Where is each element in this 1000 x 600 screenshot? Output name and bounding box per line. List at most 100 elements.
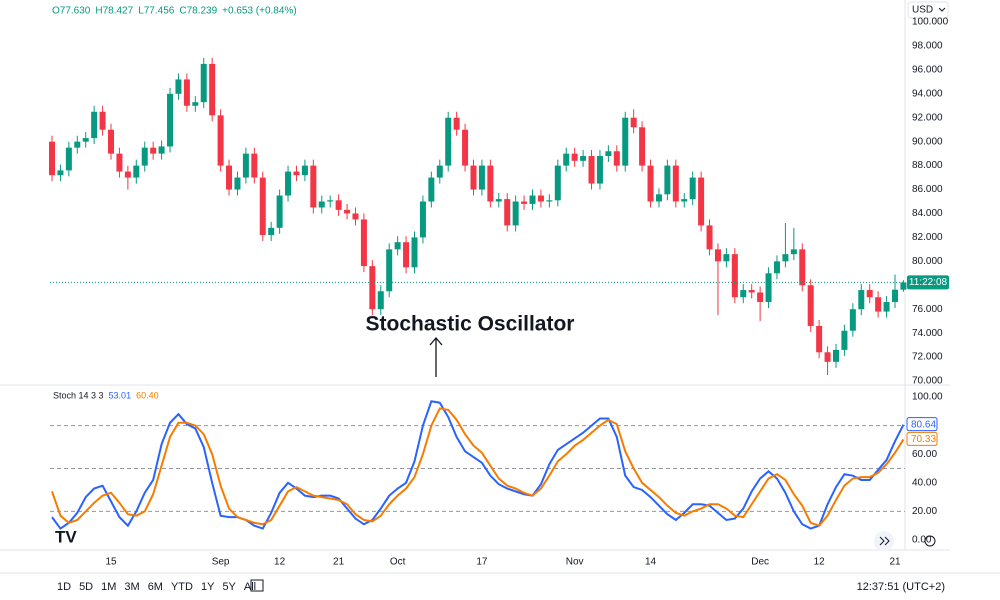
x-tick-label: Sep [212,557,230,568]
ohlc-value: L77.456 [138,6,175,17]
candle-body [74,141,81,148]
ohlc-value: O77.630 [52,6,91,17]
candle-body [731,254,738,298]
candle-body [647,165,654,202]
price-tick-label: 94.000 [912,88,943,99]
price-tick-label: 70.000 [912,376,943,387]
price-tick-label: 76.000 [912,304,943,315]
candle-body [571,153,578,161]
candle-body [622,117,629,166]
candle-body [268,227,275,236]
x-tick-label: 21 [333,557,345,568]
currency-button[interactable] [907,1,949,19]
ohlc-value: +0.653 (+0.84%) [222,6,297,17]
candle-body [580,156,587,161]
x-tick-label: Oct [390,557,406,568]
candle-body [360,219,367,267]
candle-body [462,129,469,166]
dropdown-caret [938,7,946,12]
price-tick-label: 100.000 [912,17,949,28]
range-button[interactable]: 1D [57,581,71,593]
candle-body [512,201,519,226]
candle-body [335,200,342,210]
osc-line [51,407,905,527]
candle-body [419,201,426,238]
countdown: 11:22:08 [909,277,948,288]
candle-body [285,171,292,196]
range-button[interactable]: 5D [79,581,93,593]
range-button[interactable]: 5Y [222,581,236,593]
range-button[interactable]: 3M [124,581,139,593]
osc-tick-label: 40.00 [912,477,937,488]
ohlc-value: H78.427 [95,6,133,17]
candle-body [537,195,544,202]
candle-body [403,242,410,268]
osc-value-box [906,431,938,446]
candle-body [664,165,671,195]
candle-body [386,249,393,292]
x-tick-label: Nov [566,557,584,568]
arrow-head [429,337,443,346]
candle-body [394,242,401,250]
settings-icon[interactable] [924,535,936,547]
candle-body [91,111,98,139]
last-price-box [907,275,949,290]
candle-body [192,102,199,106]
candle-body [478,165,485,190]
candle-body [310,165,317,208]
x-tick-label: 12 [814,557,826,568]
candle-body [782,254,789,262]
candle-body [630,117,637,128]
candle-body [453,117,460,130]
candle-body [824,352,831,362]
price-tick-label: 86.000 [912,184,943,195]
candle-body [108,129,115,154]
candle-body [276,195,283,228]
price-tick-label: 88.000 [912,160,943,171]
candle-body [133,165,140,178]
osc-value-label: 80.64 [911,419,936,430]
candle-body [841,330,848,350]
candle-body [99,111,106,130]
candle-body [765,273,772,303]
candle-body [445,117,452,166]
candle-body [217,115,224,166]
candle-body [681,199,688,202]
candle-body [723,254,730,262]
candle-body [369,266,376,310]
candle-body [883,302,890,312]
range-button[interactable]: YTD [171,581,193,593]
candle-body [293,171,300,176]
price-tick-label: 80.000 [912,256,943,267]
calendar-icon[interactable] [250,579,264,592]
osc-tick-label: 20.00 [912,506,937,517]
candle-body [757,292,764,303]
ohlc-value: C78.239 [179,6,217,17]
candle-body [799,249,806,286]
candle-body [596,156,603,184]
range-button[interactable]: 1M [101,581,116,593]
candle-body [748,290,755,293]
candle-body [183,79,190,106]
x-tick-label: 15 [105,557,117,568]
candle-body [900,282,907,290]
candle-body [158,146,165,154]
x-tick-label: 12 [274,557,286,568]
range-button[interactable]: 6M [148,581,163,593]
candle-body [377,291,384,310]
candle-body [613,151,620,166]
osc-tick-label: 100.00 [912,392,943,403]
candle-body [529,195,536,204]
candle-body [698,177,705,226]
price-tick-label: 84.000 [912,208,943,219]
range-button[interactable]: 1Y [201,581,215,593]
candle-body [849,309,856,331]
clock: 12:37:51 (UTC+2) [857,581,945,593]
candle-body [436,165,443,178]
range-button[interactable]: All [244,581,256,593]
candle-body [242,153,249,178]
candle-body [65,147,72,171]
price-tick-label: 72.000 [912,352,943,363]
candle-body [504,199,511,226]
candle-body [588,156,595,184]
